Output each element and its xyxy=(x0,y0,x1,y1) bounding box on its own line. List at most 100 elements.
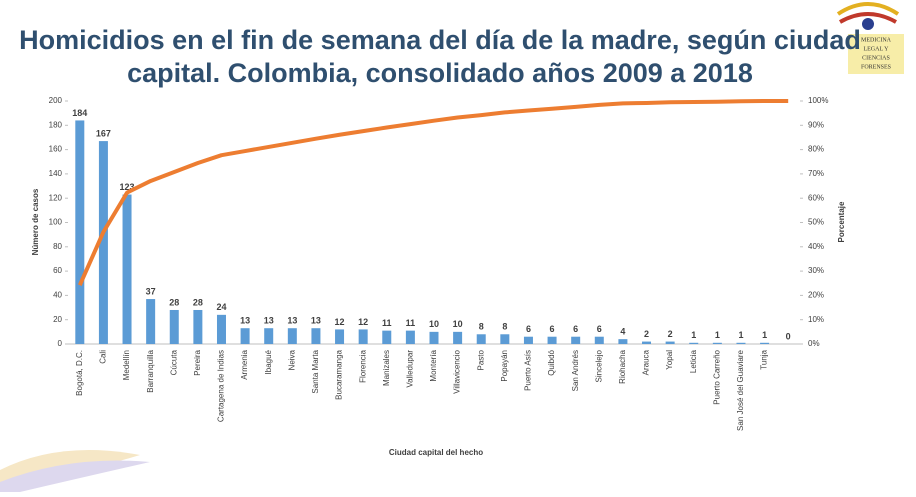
x-tick-label: Yopal xyxy=(665,350,674,370)
bar xyxy=(665,341,675,344)
y2-tick-label: 90% xyxy=(808,120,824,129)
x-tick-label: Tunja xyxy=(760,349,769,369)
chart-title: capital. Colombia, consolidado años 2009… xyxy=(127,58,753,88)
decoration xyxy=(0,460,150,492)
bar xyxy=(642,341,652,344)
y2-tick-label: 0% xyxy=(808,339,820,348)
x-tick-label: Montería xyxy=(429,349,438,381)
data-label: 167 xyxy=(96,128,111,138)
data-label: 11 xyxy=(406,318,416,328)
x-tick-label: Manizales xyxy=(382,350,391,386)
bar xyxy=(500,334,510,344)
y2-tick-label: 30% xyxy=(808,266,824,275)
bar xyxy=(760,342,770,344)
x-tick-label: Riohacha xyxy=(618,349,627,383)
bar xyxy=(547,336,557,344)
bar xyxy=(736,342,746,344)
data-label: 10 xyxy=(429,319,439,329)
data-label: 4 xyxy=(620,327,625,337)
data-label: 6 xyxy=(550,324,555,334)
data-label: 10 xyxy=(453,319,463,329)
x-tick-label: Valledupar xyxy=(405,350,414,388)
data-label: 37 xyxy=(146,286,156,296)
data-label: 1 xyxy=(762,330,767,340)
data-label: 2 xyxy=(644,329,649,339)
bar xyxy=(169,309,179,344)
bar xyxy=(382,330,392,344)
bar xyxy=(335,329,345,344)
y-tick-label: 120 xyxy=(49,193,63,202)
data-label: 1 xyxy=(691,330,696,340)
x-tick-label: Cali xyxy=(99,350,108,364)
x-tick-label: Bogotá, D.C. xyxy=(75,350,84,396)
data-label: 24 xyxy=(216,302,226,312)
y-tick-label: 20 xyxy=(53,315,62,324)
bar xyxy=(193,309,203,344)
x-tick-label: Leticia xyxy=(689,349,698,373)
x-tick-label: Sincelejo xyxy=(594,349,603,382)
x-tick-label: Ibagué xyxy=(264,349,273,374)
y-tick-label: 40 xyxy=(53,291,62,300)
data-label: 2 xyxy=(668,329,673,339)
data-label: 11 xyxy=(382,318,392,328)
data-label: 123 xyxy=(120,182,135,192)
data-label: 28 xyxy=(193,297,203,307)
bar xyxy=(146,299,156,344)
bar xyxy=(264,328,274,344)
x-tick-label: Puerto Carreño xyxy=(712,349,721,404)
y-tick-label: 60 xyxy=(53,266,62,275)
x-tick-label: Neiva xyxy=(287,349,296,370)
logo-text: CIENCIAS xyxy=(862,55,890,61)
bar xyxy=(689,342,699,344)
y2-tick-label: 50% xyxy=(808,218,824,227)
x-tick-label: Barranquilla xyxy=(146,349,155,392)
data-label: 0 xyxy=(786,331,791,341)
y-tick-label: 0 xyxy=(58,339,63,348)
bar xyxy=(122,194,132,344)
y-axis-label: Número de casos xyxy=(31,188,40,255)
bar xyxy=(594,336,604,344)
y2-tick-label: 60% xyxy=(808,193,824,202)
bar xyxy=(287,328,297,344)
x-tick-label: Santa Marta xyxy=(311,349,320,393)
y-tick-label: 100 xyxy=(49,218,63,227)
logo-arc xyxy=(839,12,897,24)
x-tick-label: Pereira xyxy=(193,349,202,375)
data-label: 6 xyxy=(597,324,602,334)
data-label: 1 xyxy=(738,330,743,340)
data-label: 6 xyxy=(573,324,578,334)
bar xyxy=(240,328,250,344)
logo xyxy=(836,2,904,74)
pareto-line xyxy=(77,99,789,287)
logo-box xyxy=(848,34,904,74)
bar xyxy=(98,141,108,344)
bar xyxy=(618,339,628,344)
bar xyxy=(358,329,368,344)
bar xyxy=(216,314,226,344)
y2-tick-label: 20% xyxy=(808,291,824,300)
y-tick-label: 180 xyxy=(49,120,63,129)
x-tick-label: Bucaramanga xyxy=(335,349,344,399)
data-label: 184 xyxy=(72,108,87,118)
y-tick-label: 80 xyxy=(53,242,62,251)
x-tick-label: Villavicencio xyxy=(453,349,462,393)
bar xyxy=(311,328,321,344)
y2-tick-label: 70% xyxy=(808,169,824,178)
x-tick-label: Armenia xyxy=(240,349,249,379)
bar xyxy=(75,120,85,344)
x-tick-label: San Andrés xyxy=(571,350,580,391)
x-tick-label: Puerto Asís xyxy=(524,350,533,391)
y2-tick-label: 10% xyxy=(808,315,824,324)
logo-text: FORENSES xyxy=(861,64,891,70)
chart-title: Homicidios en el fin de semana del día d… xyxy=(19,25,861,55)
bar xyxy=(453,331,463,344)
x-tick-label: Arauca xyxy=(642,349,651,375)
logo-text: MEDICINA xyxy=(861,37,892,43)
x-tick-label: Cúcuta xyxy=(169,349,178,375)
data-label: 13 xyxy=(240,316,250,326)
logo-arc xyxy=(836,2,900,16)
bar xyxy=(405,330,415,344)
x-tick-label: Pasto xyxy=(476,349,485,370)
x-tick-label: Quibdó xyxy=(547,349,556,375)
